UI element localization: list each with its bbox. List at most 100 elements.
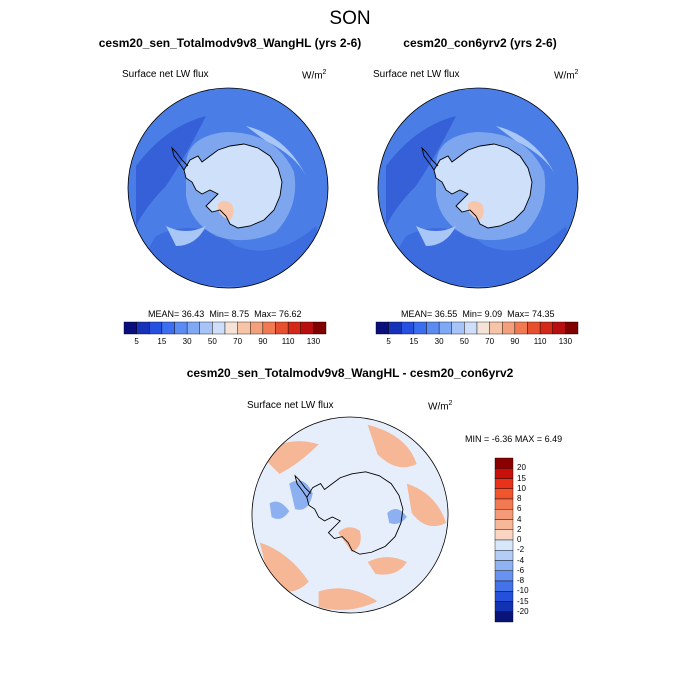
colorbar-segment xyxy=(123,321,137,335)
colorbar-tick-label: 8 xyxy=(517,494,522,503)
panel-1-colorbar xyxy=(123,321,327,335)
colorbar-segment xyxy=(494,529,514,541)
dark-ocean-region xyxy=(136,116,206,226)
warm-region xyxy=(218,201,234,220)
colorbar-tick-label: -4 xyxy=(517,555,525,565)
panel-2-colorbar xyxy=(375,321,579,335)
colorbar-tick-label: 110 xyxy=(533,337,547,346)
colorbar-tick-label: -2 xyxy=(517,545,525,555)
colorbar-segment xyxy=(494,601,514,612)
map-border xyxy=(377,87,579,289)
colorbar-segment xyxy=(212,321,226,335)
colorbar-segment xyxy=(494,560,514,571)
colorbar-segment xyxy=(426,321,440,335)
peninsula-coastline xyxy=(294,474,312,498)
colorbar-segment xyxy=(494,457,514,469)
colorbar-segment xyxy=(476,321,490,335)
colorbar-segment xyxy=(174,321,188,335)
panel-2-units-sup: 2 xyxy=(574,69,579,76)
colorbar-tick-label: 15 xyxy=(409,337,419,346)
panel-1-mean-label: MEAN= xyxy=(148,309,180,319)
negative-anomaly xyxy=(289,480,313,510)
colorbar-segment xyxy=(514,321,528,335)
panel-3-colorbar xyxy=(494,457,514,623)
panel-3-stats: MIN = -6.36 MAX = 6.49 xyxy=(465,434,562,444)
panel-1-variable: Surface net LW flux xyxy=(122,69,209,80)
panel-1-min-value: 8.75 xyxy=(231,309,250,319)
colorbar-segment xyxy=(494,468,514,479)
coastline xyxy=(306,471,404,555)
colorbar-segment xyxy=(502,321,516,335)
colorbar-segment xyxy=(494,570,514,582)
map-border xyxy=(127,87,329,289)
ice-edge-region xyxy=(166,226,206,246)
panel-2-units: W/m2 xyxy=(554,69,578,81)
colorbar-tick-label: 50 xyxy=(207,337,217,346)
ice-sheet xyxy=(434,144,532,228)
colorbar-segment xyxy=(199,321,213,335)
colorbar-segment xyxy=(136,321,150,335)
colorbar-segment xyxy=(494,519,514,530)
panel-1-max-value: 76.62 xyxy=(278,309,302,319)
panel-3-variable: Surface net LW flux xyxy=(247,400,334,411)
colorbar-tick-label: 5 xyxy=(134,337,139,346)
colorbar-segment xyxy=(413,321,427,335)
panel-2-max-value: 74.35 xyxy=(531,309,555,319)
colorbar-segment xyxy=(494,611,514,623)
colorbar-segment xyxy=(275,321,289,335)
panel-1-max-label: Max= xyxy=(254,309,277,319)
panel-2-mean-label: MEAN= xyxy=(401,309,433,319)
positive-anomaly xyxy=(338,527,361,553)
positive-anomaly xyxy=(367,424,417,468)
colorbar-segment xyxy=(494,539,514,551)
positive-anomaly xyxy=(406,483,447,527)
panel-2-mean-value: 36.55 xyxy=(434,309,458,319)
colorbar-tick-label: 130 xyxy=(306,337,321,346)
panel-1-colorbar-labels: 5 15 30 50 70 90 110 130 xyxy=(124,337,326,349)
panel-2-colorbar-labels: 5 15 30 50 70 90 110 130 xyxy=(376,337,578,349)
colorbar-tick-label: -8 xyxy=(517,576,525,585)
colorbar-segment xyxy=(539,321,553,335)
colorbar-segment xyxy=(250,321,264,335)
coastline xyxy=(433,143,533,229)
colorbar-segment xyxy=(565,321,579,335)
colorbar-tick-label: 90 xyxy=(258,337,268,346)
colorbar-segment xyxy=(451,321,465,335)
positive-anomaly xyxy=(367,557,407,575)
colorbar-segment xyxy=(464,321,478,335)
panel-3-min-value: -6.36 xyxy=(491,434,513,444)
ice-edge-region xyxy=(416,226,456,246)
panel-2-min-label: Min= xyxy=(462,309,483,319)
colorbar-segment xyxy=(237,321,251,335)
colorbar-segment xyxy=(401,321,415,335)
panel-2-stats: MEAN= 36.55 Min= 9.09 Max= 74.35 xyxy=(401,309,554,319)
colorbar-segment xyxy=(375,321,389,335)
panel-1-polar-map xyxy=(127,87,329,289)
colorbar-tick-label: 2 xyxy=(517,524,522,534)
colorbar-tick-label: -15 xyxy=(517,596,529,606)
panel-1-min-label: Min= xyxy=(209,309,230,319)
positive-anomaly xyxy=(318,588,378,611)
colorbar-segment xyxy=(494,550,514,561)
colorbar-tick-label: 4 xyxy=(517,514,522,524)
panel-1-title: cesm20_sen_Totalmodv9v8_WangHL (yrs 2-6) xyxy=(98,36,362,50)
colorbar-segment xyxy=(494,488,514,500)
colorbar-segment xyxy=(552,321,566,335)
panel-3-max-value: 6.49 xyxy=(544,434,563,444)
panel-2-units-base: W/m xyxy=(554,70,575,82)
colorbar-segment xyxy=(287,321,301,335)
colorbar-tick-label: 10 xyxy=(517,483,526,493)
colorbar-tick-label: 0 xyxy=(517,535,522,544)
colorbar-tick-label: 20 xyxy=(517,463,526,473)
colorbar-segment xyxy=(494,580,514,592)
coastline xyxy=(183,143,283,229)
colorbar-segment xyxy=(494,478,514,489)
peninsula-coastline xyxy=(171,146,189,171)
colorbar-tick-label: 70 xyxy=(233,337,243,346)
colorbar-segment xyxy=(489,321,503,335)
colorbar-segment xyxy=(494,591,514,602)
panel-3-units-base: W/m xyxy=(428,401,449,413)
panel-3-colorbar-labels: 20 15 10 8 6 4 2 0 -2 -4 -6 -8 -10 -15 -20 xyxy=(517,458,547,622)
colorbar-segment xyxy=(224,321,238,335)
colorbar-tick-label: 130 xyxy=(558,337,573,346)
